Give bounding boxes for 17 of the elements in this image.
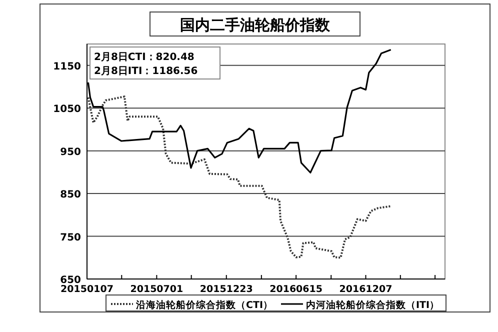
annotation: 2月8日ITI：1186.56 <box>94 66 198 77</box>
annotation: 2月8日CTI：820.48 <box>94 52 194 63</box>
y-tick-label: 950 <box>60 146 82 158</box>
legend-label: 内河油轮船价综合指数（ITI） <box>306 299 440 311</box>
y-tick-label: 650 <box>60 275 82 286</box>
y-tick-label: 1050 <box>53 104 82 116</box>
chart-title: 国内二手油轮船价指数 <box>180 16 331 34</box>
x-tick-label: 20160615 <box>270 284 323 295</box>
x-tick-label: 20151223 <box>200 284 253 295</box>
y-tick-label: 850 <box>60 190 82 201</box>
x-tick-label: 20161207 <box>339 284 392 295</box>
y-tick-label: 1150 <box>53 61 82 72</box>
y-tick-label: 750 <box>60 232 82 244</box>
x-tick-label: 20150107 <box>60 284 114 295</box>
x-tick-label: 20150701 <box>130 284 184 295</box>
line-series <box>87 96 392 259</box>
legend-label: 沿海油轮船价综合指数（CTI） <box>135 299 273 311</box>
